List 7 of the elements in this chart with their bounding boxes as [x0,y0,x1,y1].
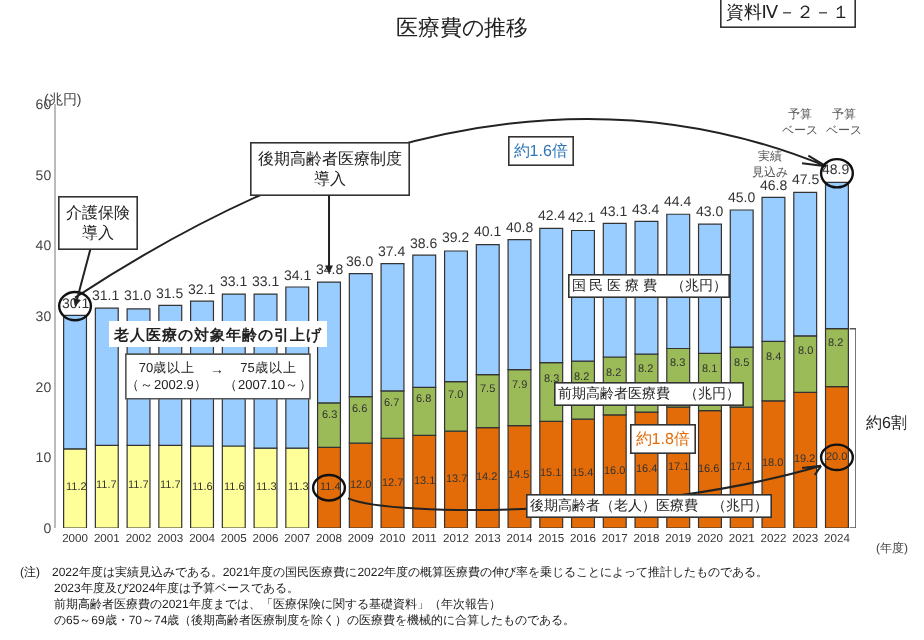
annotation: 約1.8倍 [635,429,690,448]
annotation: 後期高齢者医療制度導入 [257,149,402,189]
annotation: 介護保険導入 [65,203,130,243]
text: 約6割 [866,414,907,432]
text: 資料Ⅳ－２－１ [725,1,851,22]
annotation: 約1.6倍 [513,141,568,160]
chart-title: 医療費の推移 [396,14,528,41]
